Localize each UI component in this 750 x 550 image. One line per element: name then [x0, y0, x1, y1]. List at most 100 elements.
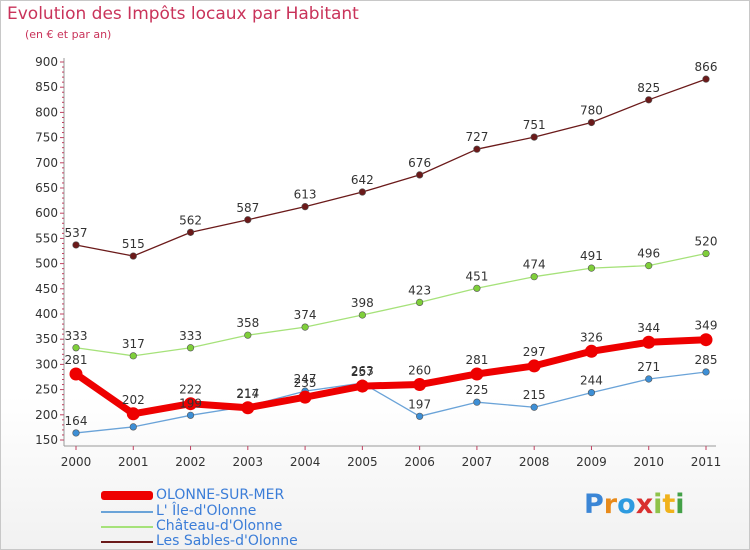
data-label: 451 — [465, 269, 488, 283]
data-label: 297 — [523, 345, 546, 359]
data-label: 866 — [695, 60, 718, 74]
data-label: 225 — [465, 383, 488, 397]
data-point — [301, 323, 309, 331]
data-label: 333 — [179, 329, 202, 343]
data-point — [584, 344, 598, 358]
legend-label: L' Île-d'Olonne — [156, 503, 257, 519]
data-point — [244, 331, 252, 339]
data-point — [645, 96, 653, 104]
data-label: 197 — [408, 397, 431, 411]
data-point — [413, 378, 427, 392]
y-tick-label: 600 — [35, 206, 58, 220]
data-label: 333 — [65, 329, 88, 343]
data-label: 202 — [122, 393, 145, 407]
data-point — [702, 75, 710, 83]
chart-title: Evolution des Impôts locaux par Habitant — [7, 4, 359, 24]
data-point — [642, 335, 656, 349]
data-point — [587, 118, 596, 127]
y-tick-label: 850 — [35, 80, 58, 94]
data-point — [244, 216, 252, 224]
data-point — [72, 344, 80, 352]
data-label: 562 — [179, 213, 202, 227]
data-point — [186, 228, 195, 236]
data-point — [473, 145, 481, 153]
logo-letter: r — [603, 489, 618, 520]
data-label: 727 — [465, 130, 488, 144]
data-point — [298, 390, 312, 404]
legend-swatch — [101, 491, 153, 500]
data-point — [645, 375, 653, 383]
data-point — [530, 273, 538, 281]
data-label: 260 — [408, 364, 431, 378]
data-point — [470, 367, 484, 381]
y-tick-label: 800 — [35, 105, 58, 119]
data-point — [702, 368, 710, 376]
data-label: 247 — [294, 372, 317, 386]
legend-label: OLONNE-SUR-MER — [156, 487, 285, 503]
logo-letter: x — [635, 489, 654, 520]
series-line — [75, 252, 707, 357]
y-tick-label: 150 — [35, 433, 58, 447]
x-tick-label: 2004 — [290, 455, 321, 469]
y-tick-label: 250 — [35, 383, 58, 397]
proxiti-logo: Proxiti — [584, 489, 685, 520]
data-point — [241, 401, 255, 415]
data-label: 263 — [351, 364, 374, 378]
x-tick-label: 2003 — [233, 455, 264, 469]
logo-letter: P — [584, 489, 604, 520]
y-tick-label: 750 — [35, 131, 58, 145]
data-label: 344 — [637, 321, 660, 335]
data-point — [355, 379, 369, 393]
series-line — [75, 371, 707, 434]
data-label: 642 — [351, 173, 374, 187]
x-tick-label: 2009 — [576, 455, 607, 469]
x-tick-label: 2008 — [519, 455, 550, 469]
logo-letter: o — [617, 489, 636, 520]
data-point — [186, 344, 195, 352]
chart-subtitle: (en € et par an) — [25, 28, 112, 41]
legend-swatch — [101, 526, 153, 528]
logo-letter: t — [662, 489, 676, 520]
data-label: 349 — [695, 319, 718, 333]
data-point — [72, 429, 80, 437]
data-point — [72, 241, 80, 249]
data-label: 587 — [236, 201, 259, 215]
data-label: 358 — [236, 316, 259, 330]
logo-letter: i — [653, 489, 663, 520]
data-label: 317 — [122, 337, 145, 351]
data-point — [645, 262, 653, 270]
y-tick-label: 350 — [35, 332, 58, 346]
data-label: 214 — [236, 387, 259, 401]
legend-swatch — [101, 541, 153, 543]
data-point — [69, 367, 83, 381]
data-point — [530, 133, 538, 141]
data-point — [699, 333, 713, 347]
data-label: 825 — [637, 81, 660, 95]
y-tick-label: 650 — [35, 181, 58, 195]
data-label: 474 — [523, 258, 546, 272]
series-line — [75, 78, 707, 257]
y-tick-label: 450 — [35, 282, 58, 296]
x-tick-label: 2000 — [61, 455, 92, 469]
series-line — [72, 336, 710, 418]
x-tick-label: 2005 — [347, 455, 378, 469]
data-label: 423 — [408, 283, 431, 297]
data-point — [184, 397, 198, 411]
data-point — [527, 359, 541, 373]
x-tick-label: 2011 — [691, 455, 722, 469]
data-label: 215 — [523, 388, 546, 402]
data-point — [301, 203, 309, 211]
data-point — [530, 403, 538, 411]
legend-label: Château-d'Olonne — [156, 518, 283, 534]
legend-swatch — [101, 511, 153, 513]
data-label: 496 — [637, 247, 660, 261]
data-label: 398 — [351, 296, 374, 310]
x-tick-label: 2010 — [633, 455, 664, 469]
data-point — [587, 264, 596, 272]
data-label: 520 — [695, 235, 718, 249]
data-label: 676 — [408, 156, 431, 170]
data-label: 326 — [580, 330, 603, 344]
data-label: 217 — [236, 387, 259, 401]
data-point — [416, 412, 424, 420]
